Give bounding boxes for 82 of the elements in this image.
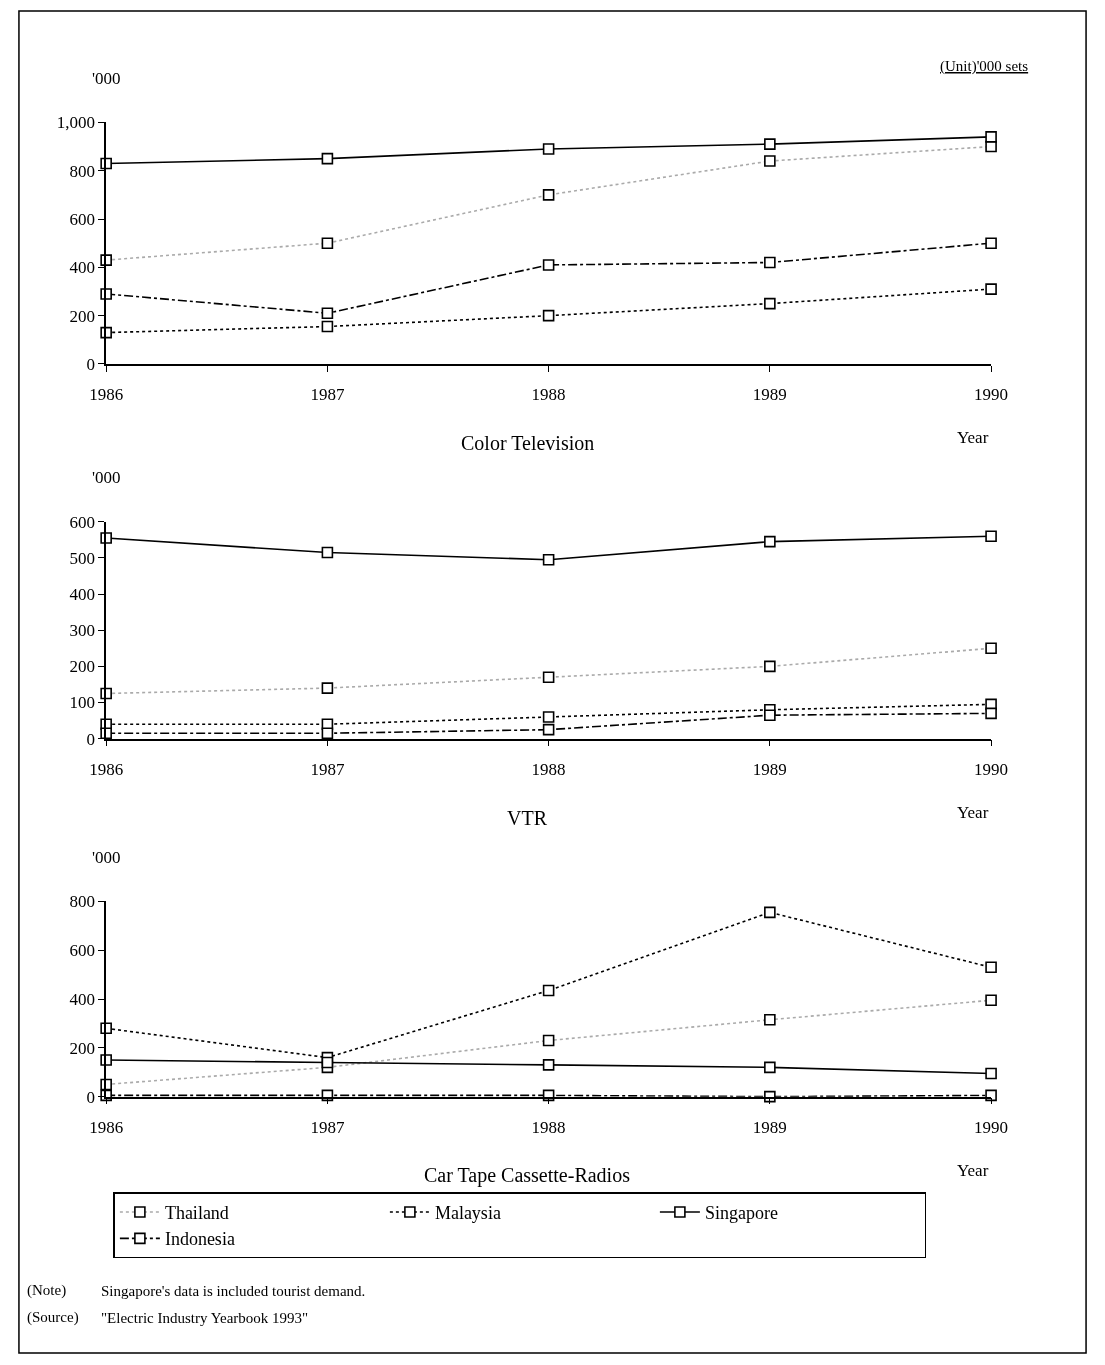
point	[542, 143, 555, 155]
y-tick-label: 600	[69, 209, 96, 229]
point	[764, 256, 776, 269]
x-tick-label: 1988	[531, 759, 566, 779]
y-tick-label: 400	[69, 585, 96, 605]
text: (Note)	[27, 1282, 67, 1299]
text: "Electric Industry Yearbook 1993"	[101, 1310, 309, 1326]
y-tick-label: 0	[86, 729, 96, 749]
x-tick-label: 1988	[531, 1117, 566, 1137]
x-tick-label: 1986	[89, 759, 124, 779]
x-axis-title: Year	[957, 803, 989, 822]
point	[985, 283, 997, 295]
point	[764, 535, 776, 548]
text: (Unit)'000 sets	[940, 58, 1029, 75]
point	[764, 297, 776, 310]
point	[542, 984, 555, 997]
point	[985, 707, 997, 720]
point	[542, 1059, 555, 1071]
x-axis-title: Year	[957, 1161, 989, 1180]
y-tick-label: 100	[69, 693, 96, 713]
point	[985, 237, 997, 249]
text: (Source)	[27, 1309, 79, 1326]
x-tick-label: 1990	[974, 385, 1009, 405]
legend-label: Thailand	[164, 1203, 229, 1224]
point	[542, 553, 555, 566]
y-tick-label: 400	[69, 258, 96, 278]
legend-label: Singapore	[704, 1203, 778, 1224]
y-axis-title: '000	[92, 848, 121, 867]
y-tick-label: 200	[69, 306, 96, 326]
point	[100, 532, 112, 544]
y-tick-label: 200	[69, 1038, 96, 1058]
y-tick-label: 300	[69, 621, 96, 641]
y-axis-title: '000	[92, 468, 121, 487]
x-tick-label: 1988	[531, 385, 566, 405]
y-tick-label: 800	[69, 161, 96, 181]
point	[100, 1054, 112, 1066]
point	[321, 1056, 334, 1069]
point	[985, 131, 997, 143]
x-tick-label: 1989	[752, 759, 787, 779]
text: Color Television	[461, 432, 595, 454]
x-tick-label: 1987	[310, 759, 345, 779]
point	[321, 727, 334, 740]
x-tick-label: 1986	[89, 1117, 124, 1137]
point	[985, 961, 997, 974]
y-tick-label: 0	[86, 1087, 96, 1107]
point	[764, 138, 776, 150]
text: Car Tape Cassette-Radios	[424, 1164, 631, 1187]
y-axis-title: '000	[92, 69, 121, 88]
x-tick-label: 1989	[752, 385, 787, 405]
point	[764, 709, 776, 721]
x-tick-label: 1987	[310, 385, 345, 405]
point	[764, 1061, 776, 1074]
y-tick-label: 400	[69, 989, 96, 1009]
point	[542, 711, 555, 723]
legend-label: Indonesia	[164, 1229, 235, 1250]
point	[321, 152, 334, 165]
text: Singapore's data is included tourist demand.	[101, 1283, 366, 1299]
point	[985, 1067, 997, 1080]
y-tick-label: 500	[69, 548, 96, 568]
y-tick-label: 800	[69, 892, 96, 912]
point	[542, 259, 555, 271]
y-tick-label: 600	[69, 941, 96, 961]
x-tick-label: 1986	[89, 385, 124, 405]
x-tick-label: 1987	[310, 1117, 345, 1137]
text: VTR	[507, 807, 548, 829]
point	[764, 906, 776, 919]
x-axis-title: Year	[957, 428, 989, 447]
point	[100, 288, 112, 300]
point	[321, 546, 334, 559]
point	[985, 530, 997, 543]
x-tick-label: 1990	[974, 1117, 1009, 1137]
x-tick-label: 1989	[752, 1117, 787, 1137]
point	[321, 307, 334, 320]
x-tick-label: 1990	[974, 759, 1009, 779]
point	[542, 723, 555, 736]
y-tick-label: 600	[69, 512, 96, 532]
y-tick-label: 0	[86, 354, 96, 374]
y-tick-label: 200	[69, 657, 96, 677]
point	[542, 309, 555, 322]
y-tick-label: 1,000	[56, 113, 96, 133]
point	[321, 320, 334, 333]
legend-label: Malaysia	[434, 1203, 501, 1224]
